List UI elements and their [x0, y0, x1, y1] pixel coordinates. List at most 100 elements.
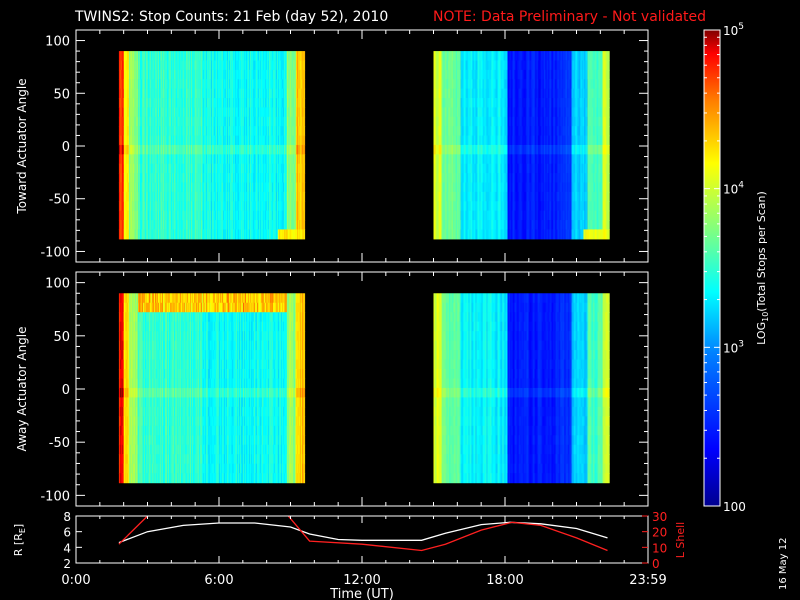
- heatmap-cell: [281, 229, 284, 240]
- heatmap-cell: [239, 79, 242, 90]
- heatmap-cell: [161, 60, 164, 71]
- heatmap-cell: [128, 163, 131, 174]
- heatmap-cell: [217, 69, 220, 80]
- heatmap-cell: [205, 229, 208, 240]
- heatmap-cell: [180, 220, 183, 231]
- heatmap-cell: [295, 116, 298, 127]
- heatmap-cell: [455, 79, 457, 90]
- heatmap-cell: [119, 60, 122, 71]
- heatmap-cell: [438, 135, 440, 146]
- heatmap-cell: [181, 220, 184, 231]
- heatmap-cell: [458, 191, 460, 202]
- heatmap-cell: [289, 60, 292, 71]
- heatmap-cell: [439, 182, 441, 193]
- heatmap-cell: [461, 173, 463, 184]
- heatmap-cell: [479, 229, 481, 240]
- heatmap-cell: [192, 154, 195, 165]
- heatmap-cell: [192, 107, 195, 118]
- heatmap-cell: [186, 79, 189, 90]
- heatmap-cell: [195, 154, 198, 165]
- heatmap-cell: [173, 191, 176, 202]
- heatmap-cell: [465, 229, 467, 240]
- heatmap-cell: [155, 116, 158, 127]
- heatmap-cell: [455, 229, 457, 240]
- heatmap-cell: [230, 107, 233, 118]
- heatmap-cell: [495, 201, 497, 212]
- heatmap-cell: [256, 107, 259, 118]
- heatmap-cell: [271, 69, 274, 80]
- heatmap-cell: [183, 173, 186, 184]
- heatmap-cell: [158, 163, 161, 174]
- heatmap-cell: [210, 135, 213, 146]
- heatmap-cell: [230, 60, 233, 71]
- heatmap-cell: [183, 79, 186, 90]
- heatmap-cell: [472, 69, 474, 80]
- heatmap-cell: [282, 201, 285, 212]
- heatmap-cell: [464, 88, 466, 99]
- heatmap-cell: [244, 60, 247, 71]
- heatmap-cell: [446, 98, 448, 109]
- heatmap-cell: [443, 69, 445, 80]
- heatmap-cell: [217, 220, 220, 231]
- heatmap-cell: [158, 210, 161, 221]
- heatmap-cell: [173, 69, 176, 80]
- heatmap-cell: [488, 201, 490, 212]
- heatmap-cell: [471, 107, 473, 118]
- heatmap-cell: [207, 201, 210, 212]
- heatmap-cell: [190, 229, 193, 240]
- heatmap-cell: [274, 126, 277, 137]
- heatmap-cell: [146, 173, 149, 184]
- heatmap-cell: [238, 69, 241, 80]
- heatmap-cell: [271, 60, 274, 71]
- heatmap-cell: [482, 210, 484, 221]
- heatmap-cell: [154, 107, 157, 118]
- heatmap-cell: [296, 163, 299, 174]
- heatmap-cell: [448, 220, 450, 231]
- heatmap-cell: [137, 116, 140, 127]
- heatmap-cell: [195, 79, 198, 90]
- heatmap-cell: [145, 173, 148, 184]
- heatmap-cell: [120, 79, 123, 90]
- heatmap-cell: [181, 144, 184, 155]
- heatmap-cell: [484, 98, 486, 109]
- heatmap-cell: [191, 163, 194, 174]
- heatmap-cell: [207, 60, 210, 71]
- heatmap-cell: [255, 154, 258, 165]
- heatmap-cell: [141, 116, 144, 127]
- heatmap-cell: [281, 173, 284, 184]
- heatmap-cell: [458, 135, 460, 146]
- heatmap-cell: [464, 126, 466, 137]
- heatmap-cell: [204, 69, 207, 80]
- heatmap-cell: [245, 182, 248, 193]
- heatmap-cell: [479, 173, 481, 184]
- heatmap-cell: [262, 51, 265, 62]
- heatmap-cell: [281, 79, 284, 90]
- heatmap-cell: [266, 60, 269, 71]
- heatmap-cell: [472, 116, 474, 127]
- heatmap-cell: [265, 182, 268, 193]
- heatmap-cell: [280, 107, 283, 118]
- heatmap-cell: [178, 163, 181, 174]
- heatmap-cell: [223, 163, 226, 174]
- heatmap-cell: [235, 201, 238, 212]
- heatmap-cell: [208, 210, 211, 221]
- heatmap-cell: [252, 173, 255, 184]
- heatmap-cell: [156, 144, 159, 155]
- heatmap-cell: [464, 229, 466, 240]
- heatmap-cell: [160, 191, 163, 202]
- heatmap-cell: [159, 69, 162, 80]
- heatmap-cell: [192, 220, 195, 231]
- heatmap-cell: [244, 154, 247, 165]
- heatmap-cell: [475, 88, 477, 99]
- heatmap-cell: [208, 154, 211, 165]
- heatmap-cell: [128, 116, 131, 127]
- heatmap-cell: [157, 201, 160, 212]
- heatmap-cell: [281, 69, 284, 80]
- heatmap-cell: [185, 144, 188, 155]
- heatmap-cell: [274, 79, 277, 90]
- heatmap-cell: [177, 191, 180, 202]
- heatmap-cell: [160, 51, 163, 62]
- heatmap-cell: [208, 229, 211, 240]
- heatmap-cell: [479, 182, 481, 193]
- heatmap-cell: [137, 210, 140, 221]
